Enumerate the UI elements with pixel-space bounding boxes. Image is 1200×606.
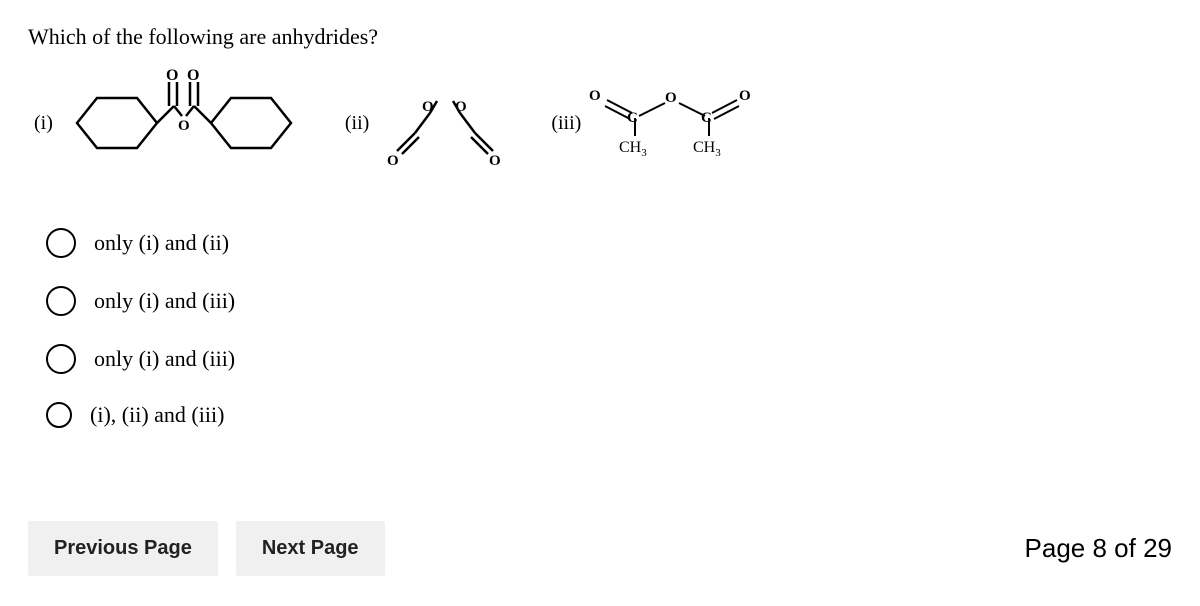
nav-row: Previous Page Next Page Page 8 of 29 xyxy=(28,521,1172,576)
option-1[interactable]: only (i) and (ii) xyxy=(46,228,1172,258)
svg-text:C: C xyxy=(627,110,638,126)
radio-icon xyxy=(46,344,76,374)
structure-3-label: (iii) xyxy=(551,112,581,135)
question-text: Which of the following are anhydrides? xyxy=(28,24,1172,50)
anhydride-structure-3-icon: O C O C O CH3 CH3 xyxy=(587,78,767,168)
svg-text:.: . xyxy=(439,88,443,103)
svg-text:O: O xyxy=(178,118,190,134)
svg-text:O: O xyxy=(387,153,399,169)
structures-row: (i) O O O xyxy=(34,68,1172,178)
structure-2-label: (ii) xyxy=(345,112,369,135)
options-list: only (i) and (ii) only (i) and (iii) onl… xyxy=(46,228,1172,428)
option-4-label: (i), (ii) and (iii) xyxy=(90,402,224,428)
radio-icon xyxy=(46,228,76,258)
anhydride-structure-1-icon: O O O xyxy=(59,68,309,178)
option-2[interactable]: only (i) and (iii) xyxy=(46,286,1172,316)
svg-text:O: O xyxy=(187,68,199,84)
structure-1: (i) O O O xyxy=(34,68,309,178)
svg-text:C: C xyxy=(701,110,712,126)
svg-text:O: O xyxy=(422,99,434,115)
svg-text:O: O xyxy=(166,68,178,84)
radio-icon xyxy=(46,286,76,316)
structure-1-label: (i) xyxy=(34,112,53,135)
structure-2: (ii) O O O O . xyxy=(345,73,515,173)
option-4[interactable]: (i), (ii) and (iii) xyxy=(46,402,1172,428)
option-1-label: only (i) and (ii) xyxy=(94,230,229,256)
option-3[interactable]: only (i) and (iii) xyxy=(46,344,1172,374)
option-3-label: only (i) and (iii) xyxy=(94,346,235,372)
anhydride-structure-2-icon: O O O O . xyxy=(375,73,515,173)
svg-text:O: O xyxy=(739,88,751,104)
svg-text:O: O xyxy=(589,88,601,104)
next-page-button[interactable]: Next Page xyxy=(236,521,385,576)
structure-3: (iii) O C O C O CH3 CH3 xyxy=(551,78,767,168)
page-indicator: Page 8 of 29 xyxy=(1025,533,1172,564)
svg-text:CH3: CH3 xyxy=(619,139,647,159)
svg-text:O: O xyxy=(665,90,677,106)
radio-icon xyxy=(46,402,72,428)
option-2-label: only (i) and (iii) xyxy=(94,288,235,314)
svg-text:O: O xyxy=(455,99,467,115)
svg-text:CH3: CH3 xyxy=(693,139,721,159)
svg-text:O: O xyxy=(489,153,501,169)
previous-page-button[interactable]: Previous Page xyxy=(28,521,218,576)
